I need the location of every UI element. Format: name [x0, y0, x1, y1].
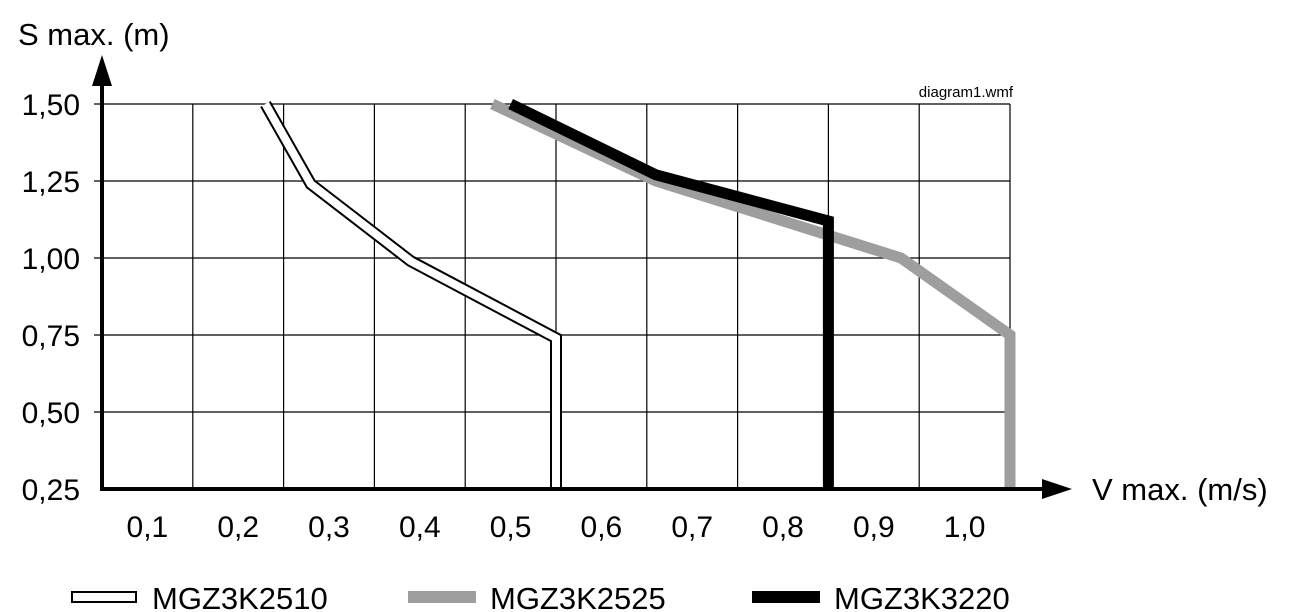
legend-item-mgz3k3220: MGZ3K3220 — [752, 581, 1010, 612]
x-tick-label: 0,6 — [581, 511, 623, 544]
x-tick-label: 1,0 — [944, 511, 986, 544]
x-tick-label: 0,8 — [762, 511, 804, 544]
series-mgz3k3220 — [508, 99, 834, 489]
legend-swatch — [71, 591, 137, 603]
diagram-note: diagram1.wmf — [919, 84, 1014, 101]
legend-item-mgz3k2525: MGZ3K2525 — [408, 581, 666, 612]
x-tick-label: 0,3 — [308, 511, 350, 544]
y-axis-title: S max. (m) — [18, 17, 170, 52]
series-line-fill — [261, 102, 560, 489]
x-tick-label: 0,1 — [127, 511, 169, 544]
legend-label: MGZ3K2510 — [152, 581, 328, 612]
tick-labels: 0,1 0,2 0,3 0,4 0,5 0,6 0,7 0,8 0,9 1,0 0,25 0,50 0,… — [22, 89, 986, 544]
y-tick-label: 0,75 — [22, 320, 80, 353]
legend-label: MGZ3K3220 — [834, 581, 1010, 612]
series-mgz3k2510 — [260, 101, 562, 489]
legend-item-mgz3k2510: MGZ3K2510 — [71, 581, 328, 612]
y-tick-label: 1,50 — [22, 89, 80, 122]
series-line-outline — [260, 101, 562, 489]
x-tick-label: 0,2 — [217, 511, 259, 544]
x-axis-arrow — [1042, 479, 1072, 499]
y-tick-label: 0,50 — [22, 397, 80, 430]
x-tick-label: 0,9 — [853, 511, 895, 544]
legend-swatch — [752, 591, 820, 603]
x-axis-title: V max. (m/s) — [1092, 472, 1268, 507]
legend-swatch — [408, 591, 476, 603]
y-tick-label: 1,25 — [22, 166, 80, 199]
x-tick-label: 0,4 — [399, 511, 441, 544]
series-line — [508, 99, 834, 489]
x-tick-label: 0,7 — [671, 511, 713, 544]
x-tick-label: 0,5 — [490, 511, 532, 544]
y-axis-arrow — [92, 55, 112, 86]
legend: MGZ3K2510 MGZ3K2525 MGZ3K3220 — [71, 581, 1010, 612]
legend-label: MGZ3K2525 — [490, 581, 666, 612]
series-mgz3k2525 — [490, 99, 1016, 489]
series-line — [490, 99, 1016, 489]
y-tick-label: 1,00 — [22, 243, 80, 276]
axes — [92, 55, 1072, 499]
y-tick-label: 0,25 — [22, 474, 80, 507]
series-layer — [260, 99, 1016, 489]
